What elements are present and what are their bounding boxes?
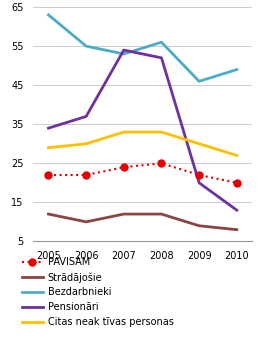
Legend: PAVISAM, Strādājošie, Bezdarbnieki, Pensionāri, Citas neak tīvas personas: PAVISAM, Strādājošie, Bezdarbnieki, Pens… bbox=[18, 253, 178, 331]
